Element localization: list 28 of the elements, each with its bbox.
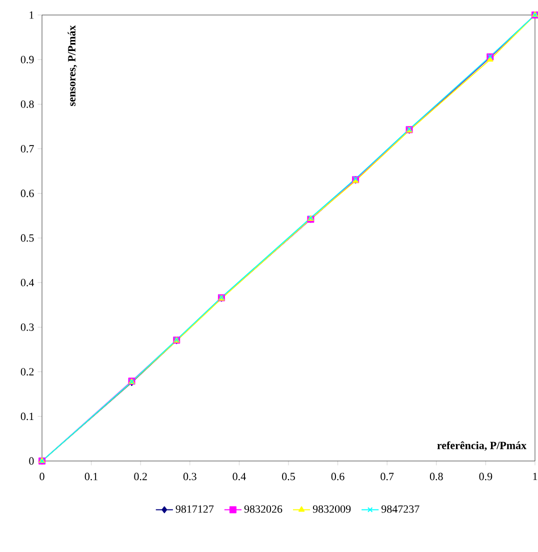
x-tick-label: 0 [40, 472, 44, 480]
x-tick-label: 0.8 [430, 472, 443, 480]
y-tick-label: 0 [29, 457, 34, 465]
legend-label: 9847237 [381, 505, 420, 513]
x-axis-title: referência, P/Pmáx [437, 441, 526, 451]
y-tick-label: 0.9 [20, 56, 34, 64]
y-tick-label: 0.3 [20, 323, 34, 331]
x-tick-label: 1 [533, 472, 538, 480]
x-tick-label: 0.7 [380, 472, 394, 480]
y-tick-label: 1 [30, 11, 34, 19]
y-tick-label: 0.8 [20, 100, 34, 108]
y-tick-label: 0.7 [20, 145, 34, 153]
legend-label: 9817127 [176, 505, 214, 513]
y-tick-label: 0.5 [20, 234, 34, 242]
x-tick-label: 0.5 [282, 472, 295, 480]
x-tick-label: 0.9 [479, 472, 492, 480]
y-tick-label: 0.1 [20, 412, 34, 420]
legend-label: 9832026 [244, 505, 282, 513]
x-tick-label: 0.3 [183, 472, 196, 480]
x-tick-label: 0.6 [331, 472, 344, 480]
y-tick-label: 0.6 [20, 190, 34, 198]
legend-label: 9832009 [312, 505, 351, 513]
y-axis-title: sensores, P/Pmáx [68, 25, 78, 106]
y-tick-label: 0.2 [20, 368, 34, 376]
x-tick-label: 0.1 [84, 472, 98, 480]
y-tick-label: 0.4 [20, 278, 34, 286]
x-tick-label: 0.2 [134, 472, 147, 480]
x-tick-label: 0.4 [232, 472, 246, 480]
